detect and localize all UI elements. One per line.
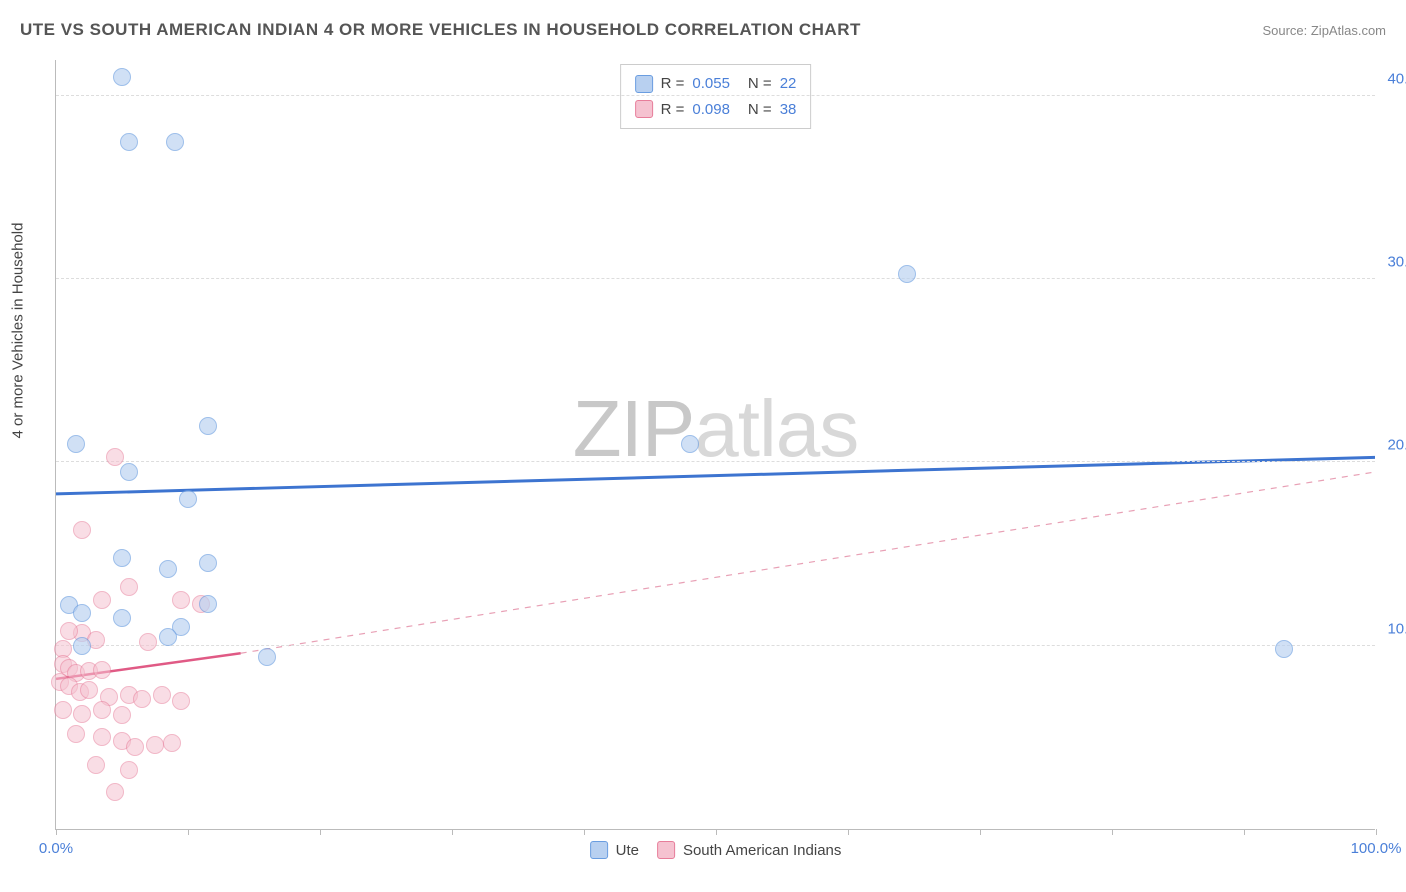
x-tick	[1112, 829, 1113, 835]
x-tick	[1376, 829, 1377, 835]
marker-ute	[113, 549, 131, 567]
x-tick	[320, 829, 321, 835]
stats-legend: R = 0.055 N = 22 R = 0.098 N = 38	[620, 64, 812, 129]
n-value-sai: 38	[780, 97, 797, 123]
gridline-y	[56, 278, 1375, 279]
watermark-rest: atlas	[694, 384, 858, 473]
x-tick	[980, 829, 981, 835]
marker-sai	[120, 761, 138, 779]
marker-sai	[93, 728, 111, 746]
marker-sai	[146, 736, 164, 754]
marker-sai	[67, 725, 85, 743]
marker-ute	[681, 435, 699, 453]
x-tick	[716, 829, 717, 835]
marker-ute	[199, 417, 217, 435]
n-value-ute: 22	[780, 71, 797, 97]
marker-sai	[120, 578, 138, 596]
swatch-ute	[635, 75, 653, 93]
plot-area: ZIPatlas R = 0.055 N = 22 R = 0.098 N = …	[55, 60, 1375, 830]
legend-label-sai: South American Indians	[683, 842, 841, 859]
marker-ute	[120, 133, 138, 151]
marker-ute	[199, 595, 217, 613]
y-axis-label: 4 or more Vehicles in Household	[10, 223, 27, 439]
y-tick-label: 40.0%	[1387, 70, 1406, 87]
marker-sai	[54, 701, 72, 719]
marker-sai	[106, 448, 124, 466]
r-value-sai: 0.098	[692, 97, 730, 123]
x-tick	[848, 829, 849, 835]
marker-sai	[163, 734, 181, 752]
x-tick	[1244, 829, 1245, 835]
marker-sai	[93, 661, 111, 679]
marker-ute	[113, 68, 131, 86]
marker-ute	[199, 554, 217, 572]
marker-sai	[87, 756, 105, 774]
x-tick	[188, 829, 189, 835]
marker-ute	[258, 648, 276, 666]
marker-ute	[166, 133, 184, 151]
r-label: R =	[661, 97, 685, 123]
x-tick	[584, 829, 585, 835]
x-tick	[56, 829, 57, 835]
marker-sai	[73, 705, 91, 723]
gridline-y	[56, 461, 1375, 462]
trend-lines-layer	[56, 60, 1375, 829]
legend-swatch-sai	[657, 841, 675, 859]
marker-ute	[113, 609, 131, 627]
marker-sai	[113, 706, 131, 724]
marker-sai	[126, 738, 144, 756]
y-tick-label: 10.0%	[1387, 620, 1406, 637]
trend-line	[241, 472, 1375, 653]
y-tick-label: 20.0%	[1387, 437, 1406, 454]
legend-item-ute: Ute	[590, 841, 639, 859]
marker-ute	[120, 463, 138, 481]
marker-ute	[159, 628, 177, 646]
marker-ute	[1275, 640, 1293, 658]
n-label: N =	[748, 71, 772, 97]
title-bar: UTE VS SOUTH AMERICAN INDIAN 4 OR MORE V…	[20, 20, 1386, 40]
trend-line	[56, 457, 1375, 494]
r-value-ute: 0.055	[692, 71, 730, 97]
swatch-sai	[635, 100, 653, 118]
marker-sai	[172, 692, 190, 710]
y-tick-label: 30.0%	[1387, 254, 1406, 271]
marker-sai	[93, 701, 111, 719]
marker-ute	[159, 560, 177, 578]
n-label: N =	[748, 97, 772, 123]
chart-title: UTE VS SOUTH AMERICAN INDIAN 4 OR MORE V…	[20, 20, 861, 40]
x-tick-label: 0.0%	[39, 840, 73, 857]
marker-ute	[67, 435, 85, 453]
marker-sai	[172, 591, 190, 609]
stats-row-sai: R = 0.098 N = 38	[635, 97, 797, 123]
x-tick-label: 100.0%	[1351, 840, 1402, 857]
x-tick	[452, 829, 453, 835]
marker-sai	[60, 622, 78, 640]
stats-row-ute: R = 0.055 N = 22	[635, 71, 797, 97]
watermark-zip: ZIP	[573, 384, 694, 473]
legend-label-ute: Ute	[616, 842, 639, 859]
marker-sai	[106, 783, 124, 801]
marker-ute	[73, 604, 91, 622]
marker-ute	[73, 637, 91, 655]
marker-sai	[93, 591, 111, 609]
marker-sai	[80, 681, 98, 699]
series-legend: Ute South American Indians	[590, 841, 842, 859]
legend-swatch-ute	[590, 841, 608, 859]
marker-sai	[139, 633, 157, 651]
r-label: R =	[661, 71, 685, 97]
gridline-y	[56, 95, 1375, 96]
chart-container: UTE VS SOUTH AMERICAN INDIAN 4 OR MORE V…	[0, 0, 1406, 892]
marker-ute	[898, 265, 916, 283]
gridline-y	[56, 645, 1375, 646]
marker-sai	[153, 686, 171, 704]
marker-sai	[133, 690, 151, 708]
marker-ute	[179, 490, 197, 508]
source-attribution: Source: ZipAtlas.com	[1262, 23, 1386, 38]
marker-sai	[73, 521, 91, 539]
legend-item-sai: South American Indians	[657, 841, 841, 859]
